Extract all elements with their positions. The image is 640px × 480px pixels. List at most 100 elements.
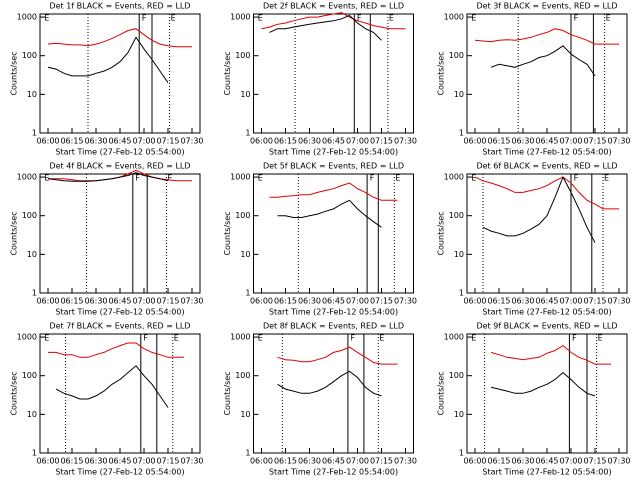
annotation: E	[598, 334, 603, 343]
y-tick-label: 10	[240, 90, 250, 99]
series-line	[490, 344, 611, 365]
y-axis-label: Counts/sec	[223, 371, 232, 415]
annotation: E	[167, 174, 172, 183]
x-tick-label: 06:15	[274, 457, 297, 466]
annotation: E	[604, 174, 609, 183]
chart-title: Det 5f BLACK = Events, RED = LLD	[263, 162, 404, 171]
x-tick-label: 07:00	[559, 457, 582, 466]
x-tick-label: 06:45	[322, 297, 345, 306]
annotation: F	[351, 334, 356, 343]
x-tick-label: 06:00	[250, 137, 273, 146]
series-line	[474, 28, 619, 45]
x-tick-label: 06:15	[487, 297, 510, 306]
series-line	[269, 14, 382, 41]
y-tick-label: 1	[459, 289, 464, 298]
x-tick-label: 06:45	[535, 457, 558, 466]
annotation: F	[574, 174, 579, 183]
plot-frame	[253, 173, 414, 294]
x-axis-label: Start Time (27-Feb-12 05:54:00)	[269, 308, 398, 317]
chart-title: Det 3f BLACK = Events, RED = LLD	[476, 2, 617, 11]
y-tick-label: 10	[454, 250, 464, 259]
annotation: E	[258, 174, 263, 183]
x-tick-label: 07:30	[607, 137, 630, 146]
chart-title: Det 4f BLACK = Events, RED = LLD	[49, 162, 190, 171]
panel: Det 5f BLACK = Events, RED = LLD Start Ti…	[223, 162, 417, 317]
x-tick-label: 07:15	[156, 137, 179, 146]
y-tick-label: 1000	[444, 173, 464, 182]
x-tick-label: 07:15	[156, 457, 179, 466]
x-tick-label: 06:45	[108, 297, 131, 306]
y-tick-label: 100	[449, 211, 464, 220]
series-line	[277, 370, 382, 397]
x-tick-label: 06:15	[487, 137, 510, 146]
x-tick-label: 06:15	[274, 297, 297, 306]
plot-frame	[253, 333, 414, 454]
y-tick-label: 10	[27, 410, 37, 419]
y-tick-label: 1	[459, 129, 464, 138]
y-tick-label: 100	[235, 371, 250, 380]
x-axis-label: Start Time (27-Feb-12 05:54:00)	[482, 468, 611, 477]
y-tick-label: 1000	[230, 13, 250, 22]
x-axis-label: Start Time (27-Feb-12 05:54:00)	[482, 308, 611, 317]
plot-frame	[253, 13, 414, 134]
y-tick-label: 1000	[230, 173, 250, 182]
annotation: E	[395, 174, 400, 183]
y-tick-label: 10	[27, 250, 37, 259]
annotation: F	[370, 174, 375, 183]
x-tick-label: 06:15	[60, 297, 83, 306]
x-tick-label: 06:00	[463, 457, 486, 466]
y-axis-label: Counts/sec	[223, 211, 232, 255]
x-tick-label: 06:00	[36, 137, 59, 146]
x-tick-label: 06:30	[511, 297, 534, 306]
annotation: E	[471, 174, 476, 183]
x-tick-label: 07:30	[607, 457, 630, 466]
annotation: F	[357, 14, 362, 23]
x-tick-label: 06:45	[535, 137, 558, 146]
series-line	[490, 45, 596, 77]
x-tick-label: 06:00	[36, 297, 59, 306]
x-tick-label: 06:30	[298, 297, 321, 306]
x-tick-label: 07:30	[394, 457, 417, 466]
y-tick-label: 100	[235, 211, 250, 220]
y-axis-label: Counts/sec	[10, 211, 19, 255]
x-tick-label: 06:45	[108, 137, 131, 146]
x-tick-label: 07:30	[180, 457, 203, 466]
x-tick-label: 07:15	[583, 297, 606, 306]
annotation: E	[258, 14, 263, 23]
series-line	[47, 172, 169, 182]
x-tick-label: 06:30	[511, 137, 534, 146]
y-axis-label: Counts/sec	[437, 211, 446, 255]
y-axis-label: Counts/sec	[10, 51, 19, 95]
y-tick-label: 100	[22, 51, 37, 60]
annotation: E	[44, 174, 49, 183]
x-tick-label: 06:15	[60, 137, 83, 146]
y-tick-label: 1	[32, 289, 37, 298]
y-tick-label: 1	[245, 449, 250, 458]
chart-title: Det 6f BLACK = Events, RED = LLD	[476, 162, 617, 171]
x-tick-label: 06:30	[84, 457, 107, 466]
annotation: F	[572, 334, 577, 343]
panel: Det 2f BLACK = Events, RED = LLD Start Ti…	[223, 2, 417, 157]
series-line	[48, 342, 184, 358]
y-tick-label: 100	[22, 211, 37, 220]
x-tick-label: 06:15	[274, 137, 297, 146]
panel: Det 6f BLACK = Events, RED = LLD Start Ti…	[437, 162, 631, 317]
annotation: E	[379, 334, 384, 343]
annotation: F	[574, 14, 579, 23]
x-tick-label: 07:00	[132, 297, 155, 306]
annotation: E	[171, 14, 176, 23]
x-tick-label: 06:45	[322, 137, 345, 146]
series-line	[261, 12, 406, 30]
y-tick-label: 10	[454, 410, 464, 419]
series-line	[474, 176, 619, 210]
x-axis-label: Start Time (27-Feb-12 05:54:00)	[482, 148, 611, 157]
x-tick-label: 07:00	[132, 457, 155, 466]
annotation: E	[471, 14, 476, 23]
panel: Det 9f BLACK = Events, RED = LLD Start Ti…	[437, 322, 631, 477]
panel: Det 1f BLACK = Events, RED = LLD Start Ti…	[10, 2, 204, 157]
series-line	[47, 36, 169, 83]
x-tick-label: 07:15	[370, 137, 393, 146]
y-tick-label: 1	[245, 289, 250, 298]
x-tick-label: 06:45	[108, 457, 131, 466]
